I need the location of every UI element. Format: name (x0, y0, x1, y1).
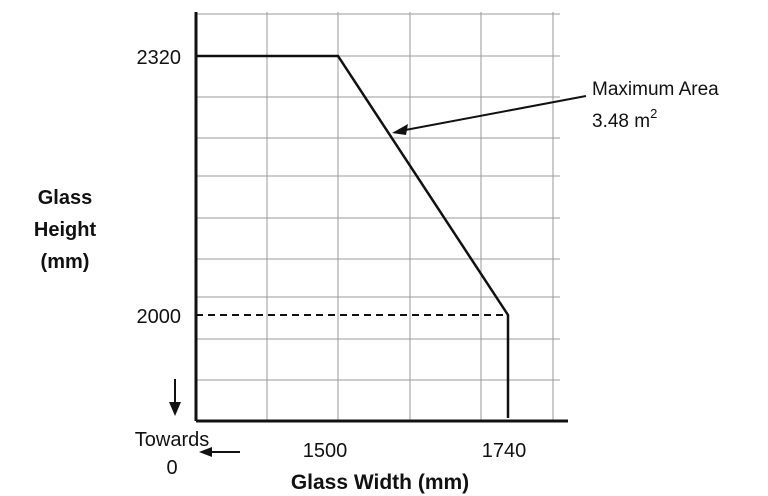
series-line (196, 54, 510, 418)
annotation-value: 3.48 m (592, 111, 650, 132)
x-tick-label: 1500 (303, 440, 348, 462)
y-tick-label: 2000 (137, 306, 182, 328)
grid-lines (196, 12, 560, 421)
down-arrow-icon (169, 402, 181, 416)
towards-label: Towards (135, 429, 209, 451)
towards-zero-label: 0 (166, 457, 177, 479)
left-arrow-icon (199, 447, 212, 457)
y-axis-label-line-1: Glass (38, 187, 92, 209)
annotation-line-1: Maximum Area (592, 79, 719, 100)
x-axis-label: Glass Width (mm) (291, 471, 469, 494)
y-axis-label-line-3: (mm) (41, 251, 90, 273)
annotation-superscript: 2 (650, 106, 657, 121)
annotation-arrowhead (392, 124, 408, 135)
annotation-line-2: 3.48 m2 (592, 106, 657, 132)
y-tick-label: 2320 (137, 47, 182, 69)
annotation-leader-line (399, 95, 587, 132)
x-tick-label: 1740 (482, 440, 527, 462)
y-axis-label-line-2: Height (34, 219, 97, 241)
